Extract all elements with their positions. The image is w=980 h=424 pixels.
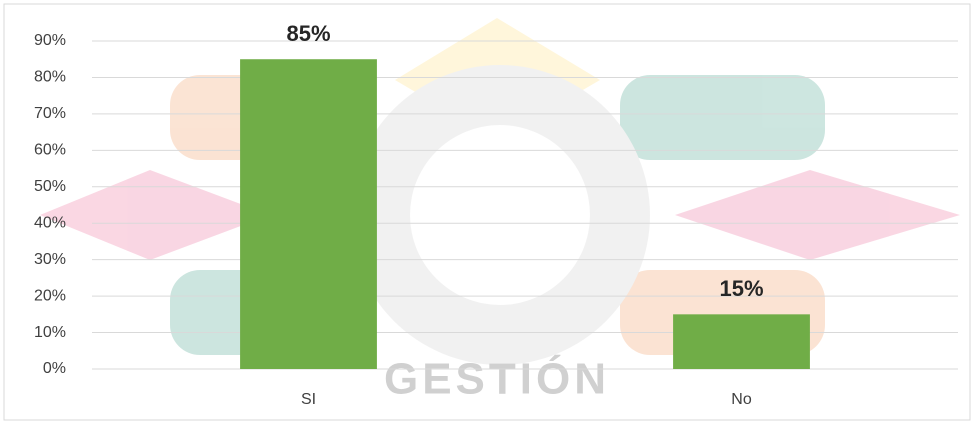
y-tick-label: 30% <box>34 251 66 268</box>
value-label: 85% <box>286 21 330 46</box>
y-tick-label: 40% <box>34 214 66 231</box>
y-tick-label: 0% <box>43 360 66 377</box>
bar <box>240 59 377 369</box>
y-tick-label: 60% <box>34 142 66 159</box>
y-tick-label: 50% <box>34 178 66 195</box>
bar <box>673 314 810 369</box>
x-tick-label: No <box>731 391 752 408</box>
watermark: GESTIÓN <box>384 354 610 404</box>
y-tick-label: 20% <box>34 287 66 304</box>
value-label: 15% <box>719 276 763 301</box>
y-tick-label: 90% <box>34 32 66 49</box>
x-tick-label: SI <box>301 391 316 408</box>
y-tick-label: 70% <box>34 105 66 122</box>
y-tick-label: 10% <box>34 324 66 341</box>
y-tick-label: 80% <box>34 69 66 86</box>
